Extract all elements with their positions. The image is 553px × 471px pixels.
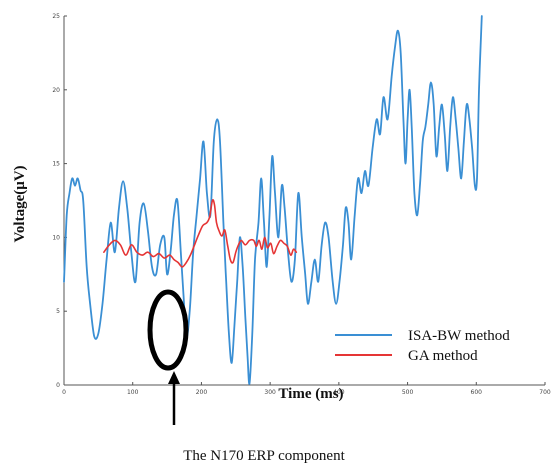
y-tick-label: 10	[52, 234, 60, 241]
series-line-ga	[103, 199, 298, 268]
y-axis-ticks: 0 5 10 15 20 25	[52, 13, 67, 389]
x-tick-label: 200	[196, 389, 208, 396]
n170-annotation-label: The N170 ERP component	[183, 448, 345, 464]
y-tick-label: 15	[52, 161, 60, 168]
x-tick-label: 600	[471, 389, 483, 396]
x-tick-label: 400	[333, 389, 345, 396]
x-axis-title: Time (ms)	[278, 386, 343, 402]
y-tick-label: 5	[56, 308, 60, 315]
legend-label-isa: ISA-BW method	[408, 328, 510, 344]
x-tick-label: 100	[127, 389, 139, 396]
x-tick-label: 500	[402, 389, 414, 396]
legend: ISA-BW method GA method	[335, 328, 510, 364]
legend-label-ga: GA method	[408, 348, 478, 364]
y-tick-label: 20	[52, 87, 60, 94]
y-axis-title: Voltage(μV)	[12, 165, 28, 242]
plot-frame	[63, 16, 545, 386]
n170-annotation: The N170 ERP component	[147, 289, 346, 464]
y-tick-label: 25	[52, 13, 60, 20]
x-axis-ticks: 0 100 200 300 400 500 600 700	[62, 382, 551, 396]
n170-arrow-head	[168, 371, 180, 384]
series-layer	[63, 15, 483, 385]
x-tick-label: 700	[539, 389, 551, 396]
x-tick-label: 0	[62, 389, 66, 396]
n170-ellipse	[147, 289, 189, 371]
y-tick-label: 0	[56, 382, 60, 389]
series-line-isa-bw	[63, 15, 483, 385]
x-tick-label: 300	[264, 389, 276, 396]
